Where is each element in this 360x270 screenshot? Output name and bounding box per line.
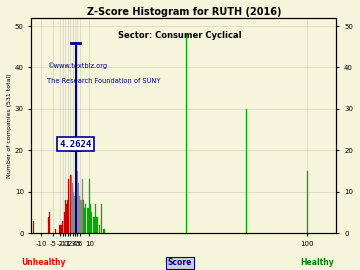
Bar <box>88 208 89 233</box>
Bar <box>76 196 77 233</box>
Bar <box>48 217 49 233</box>
Text: The Research Foundation of SUNY: The Research Foundation of SUNY <box>47 78 160 84</box>
Bar <box>75 196 76 233</box>
Bar <box>84 208 85 233</box>
Bar <box>63 212 64 233</box>
Bar <box>33 221 34 233</box>
Text: 4.2624: 4.2624 <box>59 140 92 148</box>
Bar <box>60 225 61 233</box>
Bar <box>82 179 83 233</box>
Y-axis label: Number of companies (531 total): Number of companies (531 total) <box>7 73 12 178</box>
Bar <box>95 204 96 233</box>
Bar <box>71 175 72 233</box>
Bar <box>66 204 67 233</box>
Text: Sector: Consumer Cyclical: Sector: Consumer Cyclical <box>118 31 242 40</box>
Bar <box>307 171 308 233</box>
Bar <box>67 200 68 233</box>
Bar <box>83 200 84 233</box>
Bar <box>80 200 81 233</box>
Bar <box>93 217 94 233</box>
Text: Unhealthy: Unhealthy <box>21 258 66 267</box>
Bar <box>78 184 79 233</box>
Bar <box>85 204 86 233</box>
Bar <box>91 212 93 233</box>
Bar <box>49 212 50 233</box>
Text: Healthy: Healthy <box>300 258 334 267</box>
Bar <box>77 171 78 233</box>
Bar <box>186 34 187 233</box>
Bar <box>99 225 100 233</box>
Bar <box>86 208 87 233</box>
Bar <box>68 179 69 233</box>
Bar <box>98 217 99 233</box>
Bar <box>79 196 80 233</box>
Bar <box>101 204 102 233</box>
Text: ©www.textbiz.org: ©www.textbiz.org <box>47 62 107 69</box>
Bar <box>61 225 62 233</box>
Bar <box>55 229 56 233</box>
Bar <box>69 175 71 233</box>
Bar <box>65 200 66 233</box>
Bar <box>72 184 73 233</box>
Text: Score: Score <box>168 258 192 267</box>
Bar <box>246 109 247 233</box>
Bar <box>103 229 104 233</box>
Bar <box>90 204 91 233</box>
Bar <box>89 179 90 233</box>
Bar <box>73 192 74 233</box>
Bar <box>62 221 63 233</box>
Title: Z-Score Histogram for RUTH (2016): Z-Score Histogram for RUTH (2016) <box>87 7 281 17</box>
Bar <box>96 217 97 233</box>
Bar <box>94 217 95 233</box>
Bar <box>59 225 60 233</box>
